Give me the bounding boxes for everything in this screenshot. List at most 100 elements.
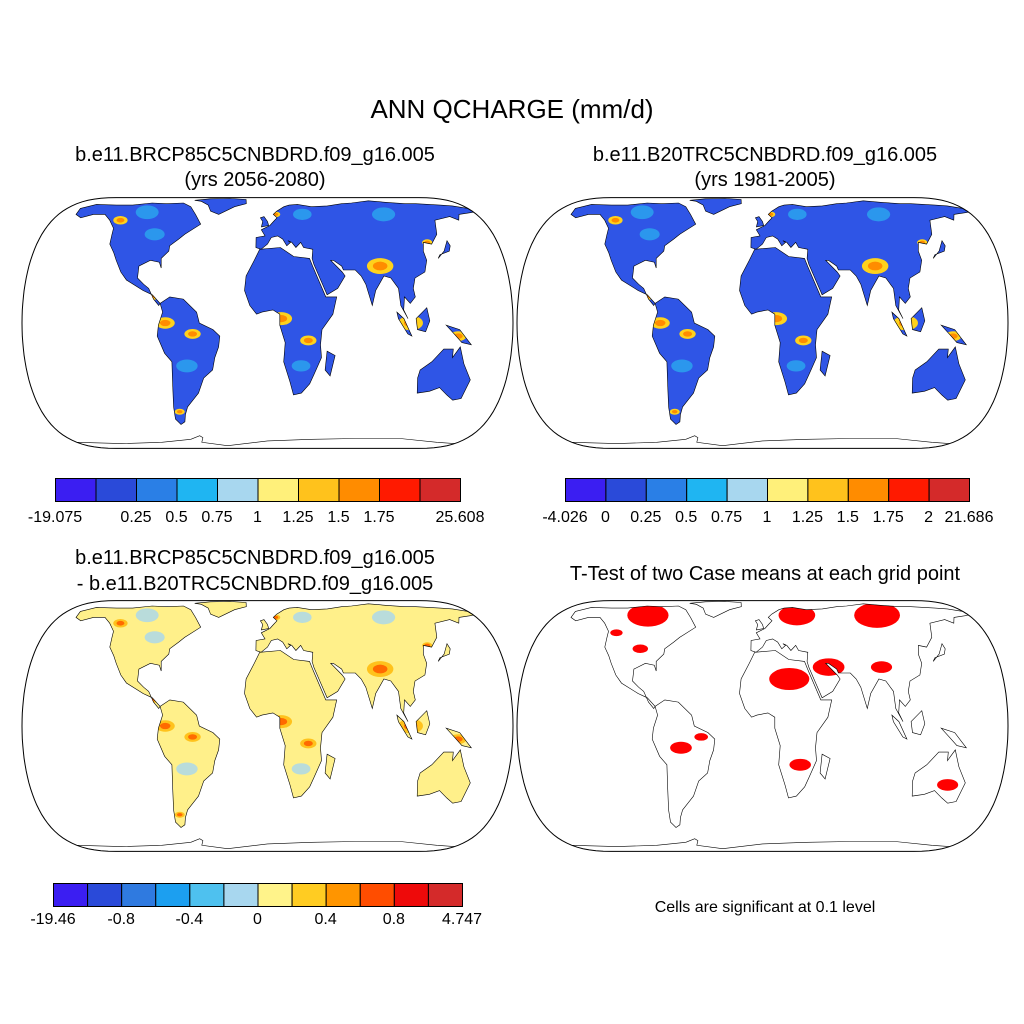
landmass-greenland [194, 198, 247, 215]
coastline-namerica [570, 202, 697, 307]
coastline-antarctica [76, 838, 455, 850]
value-region-hot [116, 217, 125, 223]
coastline-indonesia1 [396, 714, 413, 740]
colorbar-tick-label: 0.5 [675, 509, 698, 526]
value-region-hot [683, 331, 693, 337]
value-region-hot [188, 734, 198, 740]
landmass-namerica [571, 203, 696, 306]
colorbar-tick-label: 0.5 [165, 509, 188, 526]
coastline-uk [259, 216, 270, 228]
landmass-madagascar [325, 351, 336, 376]
colorbar-swatch [928, 478, 970, 502]
coastline-greenland [689, 601, 742, 618]
value-region-hot [273, 212, 279, 216]
colorbar-swatch [847, 478, 890, 502]
colorbar-swatch [257, 478, 299, 502]
colorbar-historical-labels: -4.026 0 0.25 0.5 0.75 1 1.25 1.5 1.75 2 21.686 [542, 509, 993, 530]
map-panel-future [21, 197, 514, 449]
colorbar-swatch [359, 883, 395, 907]
landmass-eurasia [255, 200, 474, 319]
colorbar-difference-labels: -19.46 -0.8 -0.4 0 0.4 0.8 4.747 [30, 911, 482, 932]
coastline-samerica [156, 699, 221, 828]
value-region-cool [371, 610, 396, 625]
colorbar-tick-label: 1 [253, 509, 262, 526]
landmass-eurasia [750, 200, 969, 319]
significant-region [769, 667, 810, 691]
colorbar-swatch [176, 478, 218, 502]
coastline-australia [911, 749, 966, 804]
value-region-cool [135, 205, 159, 220]
landmass-greenland [689, 198, 742, 215]
value-region-cool [293, 611, 312, 623]
colorbar-swatch [393, 883, 429, 907]
coastline-newguinea [940, 727, 968, 749]
panel2-title-line2: (yrs 1981-2005) [694, 169, 836, 191]
coastline-newguinea [445, 727, 473, 749]
coastline-eurasia [750, 603, 970, 722]
coastline-namerica [75, 605, 202, 710]
landmass-madagascar [325, 754, 336, 779]
coastline-antarctica [571, 435, 950, 447]
colorbar-future-labels: -19.075 0.25 0.5 0.75 1 1.25 1.5 1.75 25.608 [28, 509, 485, 530]
value-region-hot [671, 410, 678, 414]
colorbar-swatch [338, 478, 380, 502]
colorbar-tick-label: 1 [762, 509, 772, 526]
significant-region [694, 733, 708, 741]
panel2-title-line1: b.e11.B20TRC5CNBDRD.f09_g16.005 [592, 144, 938, 166]
colorbar-difference [53, 883, 463, 907]
value-region-warm [398, 315, 423, 331]
coastline-indonesia1 [891, 714, 908, 740]
coastline-newguinea [445, 324, 473, 346]
coastline-africa [739, 247, 833, 396]
coastline-japan [932, 642, 946, 662]
landmass-namerica [76, 203, 201, 306]
coastline-japan [437, 642, 451, 662]
value-region-hot [188, 331, 198, 337]
colorbar-tick-label: 0.8 [382, 911, 405, 928]
value-region-warm [924, 307, 941, 317]
colorbar-swatch [189, 883, 225, 907]
significant-region [610, 629, 623, 637]
value-region-cool [144, 631, 165, 644]
colorbar-historical [565, 478, 970, 502]
coastline-samerica [651, 699, 716, 828]
colorbar-swatch [95, 478, 137, 502]
map-panel-historical [516, 197, 1009, 449]
colorbar-tick-label: 0 [600, 509, 610, 526]
value-region-hot [176, 410, 183, 414]
coastline-australia [416, 749, 471, 804]
value-region-hot [303, 740, 313, 747]
colorbar-swatch [121, 883, 157, 907]
colorbar-swatch [686, 478, 728, 502]
colorbar-tick-label: 1.5 [327, 509, 350, 526]
value-region-cool [135, 608, 159, 623]
colorbar-swatch [427, 883, 463, 907]
colorbar-tick-label: 0.75 [201, 509, 233, 526]
coastline-madagascar [819, 753, 831, 780]
significant-region [778, 605, 816, 626]
value-region-warm [429, 710, 446, 720]
colorbar-tick-label: -19.46 [30, 911, 76, 928]
colorbar-tick-label: -4.026 [542, 509, 588, 526]
coastline-indonesia1 [891, 311, 908, 337]
map-panel-difference [21, 600, 514, 852]
value-region-hot [372, 261, 388, 271]
value-region-hot [159, 722, 171, 730]
value-region-cool [866, 207, 891, 222]
significant-region [937, 779, 959, 791]
colorbar-future [55, 478, 461, 502]
value-region-hot [275, 718, 288, 726]
coastline-greenland [194, 601, 247, 618]
landmass-greenland [194, 601, 247, 618]
value-region-hot [770, 315, 783, 323]
value-region-cool [788, 208, 807, 220]
colorbar-swatch [298, 478, 340, 502]
value-region-hot [176, 813, 183, 817]
colorbar-tick-label: 1.25 [282, 509, 314, 526]
map-border [21, 197, 514, 449]
colorbar-swatch [155, 883, 191, 907]
landmass-japan [438, 240, 451, 259]
colorbar-swatch [136, 478, 178, 502]
significant-region [854, 602, 900, 628]
coastline-madagascar [324, 350, 336, 377]
